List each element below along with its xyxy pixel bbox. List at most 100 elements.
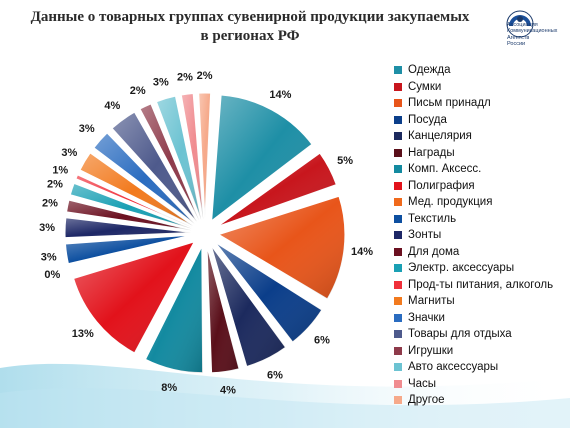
legend-swatch bbox=[394, 396, 402, 405]
legend-swatch bbox=[394, 66, 402, 75]
legend-label: Часы bbox=[408, 377, 437, 390]
legend-item: Магниты bbox=[394, 293, 570, 310]
legend-label: Одежда bbox=[408, 64, 451, 77]
legend-label: Полиграфия bbox=[408, 179, 475, 192]
pie-slice-shine bbox=[211, 245, 286, 367]
legend-swatch bbox=[394, 214, 402, 223]
legend-label: Награды bbox=[408, 146, 455, 159]
pie-slice-shine bbox=[93, 132, 195, 224]
legend-swatch bbox=[394, 115, 402, 124]
legend-item: Зонты bbox=[394, 227, 570, 244]
pie-slice-shine bbox=[70, 183, 192, 229]
slice-percent-label: 3% bbox=[39, 222, 55, 234]
slice-percent-label: 2% bbox=[177, 71, 193, 83]
legend-swatch bbox=[394, 280, 402, 289]
pie-slice-shine bbox=[217, 153, 337, 227]
slice-percent-label: 6% bbox=[267, 370, 283, 382]
slice-percent-label: 3% bbox=[153, 76, 169, 88]
legend-swatch bbox=[394, 181, 402, 190]
legend-item: Одежда bbox=[394, 62, 570, 79]
legend-item: Текстиль bbox=[394, 211, 570, 228]
legend-swatch bbox=[394, 132, 402, 141]
slice-percent-label: 4% bbox=[104, 100, 120, 112]
chart-title-line1: Данные о товарных группах сувенирной про… bbox=[30, 9, 470, 25]
slice-percent-label: 4% bbox=[220, 384, 236, 396]
legend-label: Текстиль bbox=[408, 212, 457, 225]
legend-item: Канцелярия bbox=[394, 128, 570, 145]
slice-percent-label: 2% bbox=[42, 197, 58, 209]
slice-percent-label: 13% bbox=[72, 328, 94, 340]
legend-item: Электр. аксессуары bbox=[394, 260, 570, 277]
legend-label: Канцелярия bbox=[408, 130, 472, 143]
legend-swatch bbox=[394, 165, 402, 174]
pie-slice-shine bbox=[211, 95, 312, 221]
pie-slice-shine bbox=[65, 217, 192, 238]
chart-title: Данные о товарных группах сувенирной про… bbox=[20, 8, 480, 46]
pie-slice-shine bbox=[66, 200, 192, 231]
legend-item: Часы bbox=[394, 376, 570, 393]
legend-item: Авто аксессуары bbox=[394, 359, 570, 376]
legend-swatch bbox=[394, 313, 402, 322]
pie-slice-shine bbox=[145, 246, 203, 373]
legend-label: Прод-ты питания, алкоголь bbox=[408, 278, 554, 291]
legend-item: Посуда bbox=[394, 112, 570, 129]
legend-swatch bbox=[394, 148, 402, 157]
legend-swatch bbox=[394, 330, 402, 339]
pie-slice-shine bbox=[69, 236, 192, 270]
legend-swatch bbox=[394, 297, 402, 306]
slice-percent-label: 2% bbox=[197, 70, 213, 82]
slice-percent-label: 3% bbox=[79, 123, 95, 135]
pie-slice-shine bbox=[198, 93, 211, 220]
slice-percent-label: 2% bbox=[130, 85, 146, 97]
logo-line2: Коммуникационных bbox=[507, 28, 558, 35]
legend-item: Сумки bbox=[394, 79, 570, 96]
pie-slice-shine bbox=[73, 241, 195, 353]
legend-item: Комп. Аксесс. bbox=[394, 161, 570, 178]
legend-swatch bbox=[394, 264, 402, 273]
legend-item: Товары для отдыха bbox=[394, 326, 570, 343]
pie-slice-shine bbox=[215, 242, 322, 342]
legend-swatch bbox=[394, 346, 402, 355]
pie-slice-shine bbox=[218, 196, 345, 299]
legend-label: Письм принадл bbox=[408, 97, 491, 110]
logo-line4: России bbox=[507, 41, 526, 48]
pie-slice-shine bbox=[65, 235, 192, 264]
legend-label: Игрушки bbox=[408, 344, 454, 357]
legend-label: Магниты bbox=[408, 295, 455, 308]
legend-swatch bbox=[394, 198, 402, 207]
pie-slice-shine bbox=[140, 103, 200, 221]
slice-percent-label: 0% bbox=[44, 269, 60, 281]
legend-swatch bbox=[394, 231, 402, 240]
chart-title-line2: в регионах РФ bbox=[200, 28, 300, 44]
logo-line1: Ассоциация bbox=[507, 22, 538, 28]
legend-swatch bbox=[394, 82, 402, 91]
legend-label: Сумки bbox=[408, 80, 442, 93]
legend-label: Зонты bbox=[408, 229, 442, 242]
pie-slice-shine bbox=[156, 96, 202, 220]
slice-percent-label: 3% bbox=[61, 147, 77, 159]
legend-label: Товары для отдыха bbox=[408, 328, 512, 341]
legend-label: Посуда bbox=[408, 113, 447, 126]
slice-percent-label: 3% bbox=[41, 251, 57, 263]
pie-slice-shine bbox=[80, 152, 193, 226]
legend-swatch bbox=[394, 99, 402, 108]
background-wave bbox=[0, 363, 570, 428]
legend-label: Комп. Аксесс. bbox=[408, 163, 482, 176]
logo-line3: Агентств bbox=[507, 34, 530, 41]
legend-label: Другое bbox=[408, 394, 445, 407]
legend-item: Для дома bbox=[394, 244, 570, 261]
legend-item: Полиграфия bbox=[394, 178, 570, 195]
legend-swatch bbox=[394, 379, 402, 388]
legend-item: Награды bbox=[394, 145, 570, 162]
slice-percent-label: 14% bbox=[269, 89, 291, 101]
legend-label: Мед. продукция bbox=[408, 196, 493, 209]
slice-percent-label: 8% bbox=[161, 382, 177, 394]
chart-legend: Одежда Сумки Письм принадл Посуда Канцелярия… bbox=[394, 62, 570, 409]
pie-slice-shine bbox=[181, 93, 204, 220]
legend-label: Значки bbox=[408, 311, 445, 324]
pie-slice-shine bbox=[75, 174, 193, 228]
legend-item: Игрушки bbox=[394, 343, 570, 360]
legend-swatch bbox=[394, 363, 402, 372]
slice-percent-label: 5% bbox=[337, 155, 353, 167]
